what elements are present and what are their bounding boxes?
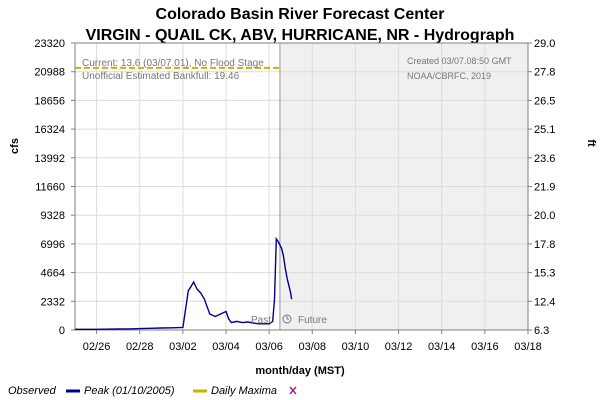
y2-tick-label: 20.0	[534, 210, 555, 222]
x-tick-label: 03/08	[299, 341, 327, 353]
bankfull-annotation: Unofficial Estimated Bankfull: 19.46	[82, 71, 240, 82]
x-tick-label: 02/26	[83, 341, 111, 353]
y-tick-label: 23320	[34, 38, 65, 50]
chart-subtitle: VIRGIN - QUAIL CK, ABV, HURRICANE, NR - …	[85, 27, 515, 44]
y-tick-label: 2332	[41, 296, 65, 308]
y-tick-label: 0	[59, 325, 65, 337]
y2-tick-label: 25.1	[534, 124, 555, 136]
y2-tick-label: 21.9	[534, 182, 555, 194]
x-tick-label: 03/16	[471, 341, 499, 353]
x-axis-ticks: 02/26 02/28 03/02 03/04 03/06 03/08 03/10 03/12…	[83, 330, 542, 353]
observed-series-line	[75, 236, 293, 330]
legend	[66, 386, 297, 395]
chart-title: Colorado Basin River Forecast Center	[155, 6, 445, 23]
y-tick-label: 4664	[41, 268, 65, 280]
y-tick-label: 9328	[41, 210, 65, 222]
clock-icon	[282, 314, 292, 324]
y2-tick-label: 26.5	[534, 95, 555, 107]
x-tick-label: 03/02	[169, 341, 197, 353]
x-tick-label: 03/04	[212, 341, 240, 353]
y-tick-label: 18656	[34, 95, 65, 107]
x-axis-label: month/day (MST)	[255, 365, 345, 377]
x-tick-label: 03/18	[514, 341, 542, 353]
credit-annotation: NOAA/CBRFC, 2019	[407, 71, 491, 81]
y-tick-label: 6996	[41, 239, 65, 251]
x-tick-label: 03/10	[342, 341, 370, 353]
legend-daily-maxima-label: Daily Maxima	[211, 385, 278, 397]
y-tick-label: 11660	[35, 182, 65, 194]
y-tick-label: 16324	[34, 124, 65, 136]
x-tick-label: 03/12	[385, 341, 413, 353]
current-annotation: Current: 13.6 (03/07.01), No Flood Stage	[82, 58, 264, 69]
created-annotation: Created 03/07.08:50 GMT	[407, 56, 512, 66]
x-tick-label: 03/14	[428, 341, 456, 353]
past-label: Past	[251, 315, 271, 326]
y2-tick-label: 17.8	[534, 239, 555, 251]
y2-tick-label: 29.0	[534, 38, 555, 50]
y2-tick-label: 6.3	[534, 325, 549, 337]
y2-axis-label: ft	[585, 139, 597, 147]
y-tick-label: 20988	[34, 67, 65, 79]
y2-tick-label: 23.6	[534, 153, 555, 165]
y2-axis-ticks: 6.3 12.4 15.3 17.8 20.0 21.9 23.6 25.1 26.5 27.8 2…	[528, 38, 555, 337]
future-label: Future	[298, 315, 327, 326]
x-tick-label: 03/06	[255, 341, 283, 353]
y2-tick-label: 27.8	[534, 67, 555, 79]
y2-tick-label: 12.4	[534, 296, 555, 308]
x-tick-label: 02/28	[126, 341, 154, 353]
y-axis-label: cfs	[9, 138, 21, 154]
legend-observed-label: Observed	[8, 385, 56, 397]
legend-peak-label: Peak (01/10/2005)	[84, 385, 175, 397]
y-tick-label: 13992	[34, 153, 65, 165]
daily-maxima-marker-icon	[289, 386, 297, 395]
y-axis-ticks: 0 2332 4664 6996 9328 11660 13992 16324 18656 209…	[34, 38, 75, 337]
y2-tick-label: 15.3	[534, 268, 555, 280]
